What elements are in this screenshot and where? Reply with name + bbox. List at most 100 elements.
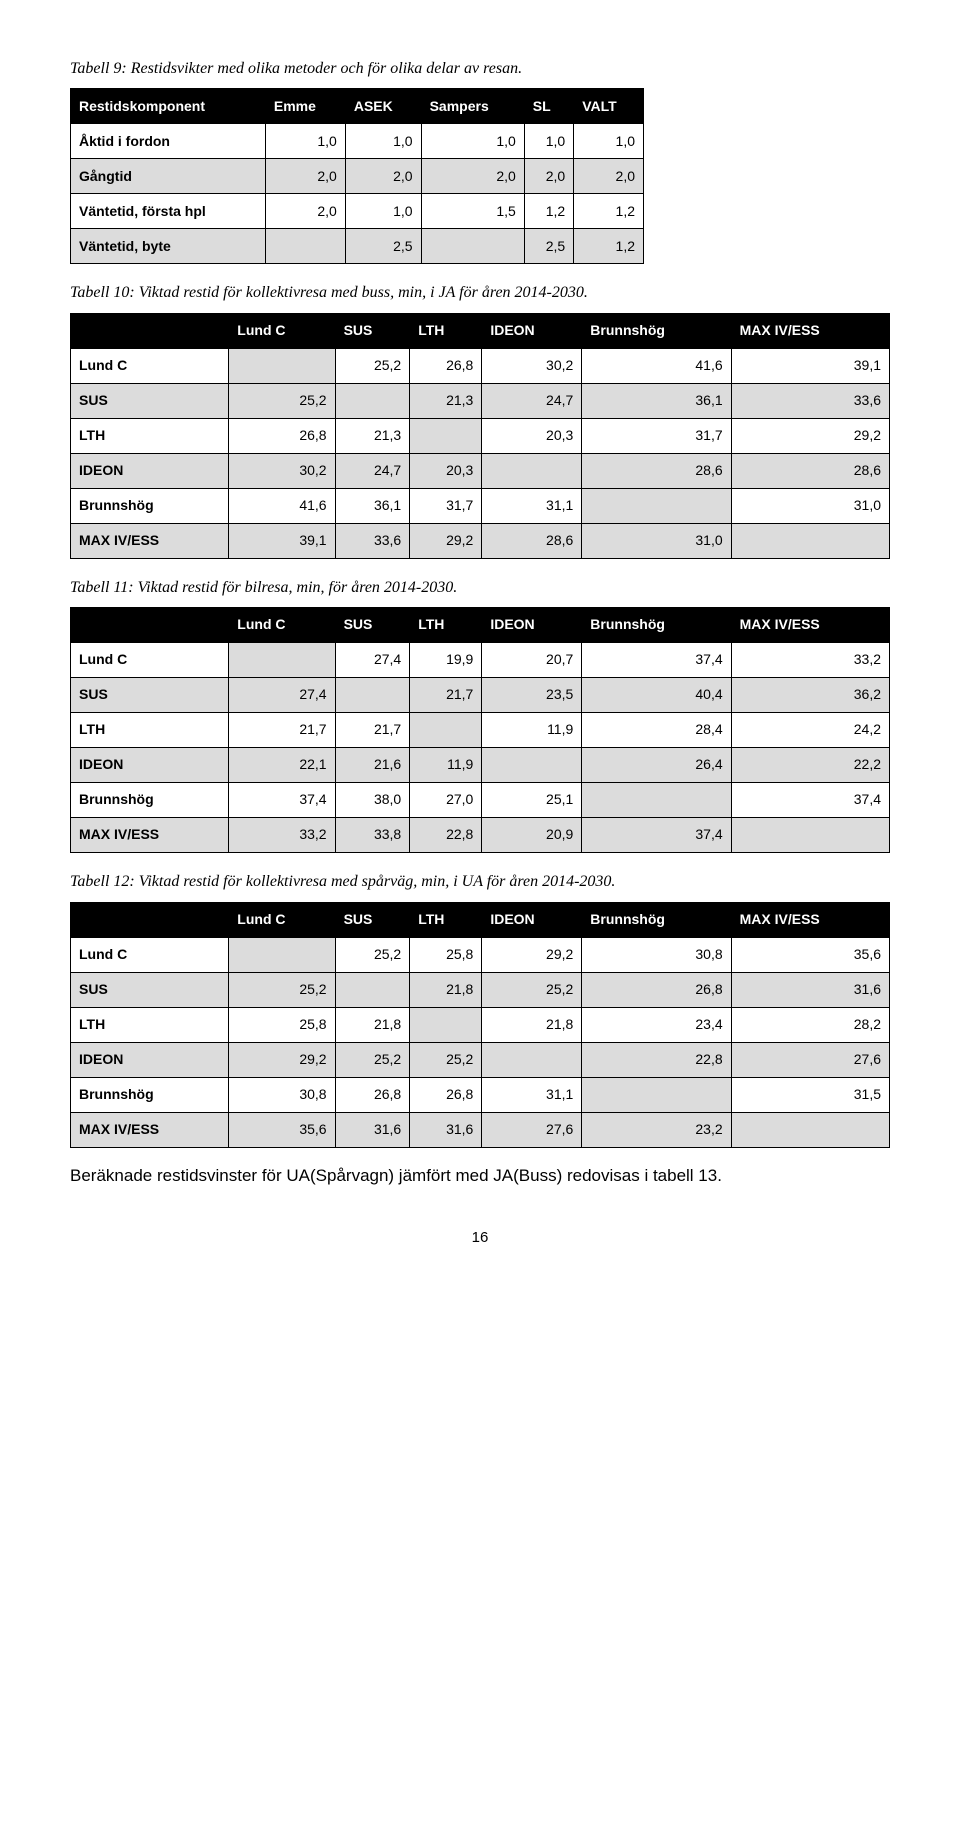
table-12-cell: 21,8 bbox=[482, 1007, 582, 1042]
table-11-rowlabel: IDEON bbox=[71, 748, 229, 783]
table-11-cell: 37,4 bbox=[731, 783, 889, 818]
table-11-cell: 28,4 bbox=[582, 713, 731, 748]
table-9-cell: 2,5 bbox=[524, 229, 573, 264]
table-10-row: Lund C25,226,830,241,639,1 bbox=[71, 348, 890, 383]
table-10-col-5: Brunnshög bbox=[582, 313, 731, 348]
table-10-caption: Tabell 10: Viktad restid för kollektivre… bbox=[70, 282, 890, 304]
table-11-row: SUS27,421,723,540,436,2 bbox=[71, 678, 890, 713]
table-11-cell: 37,4 bbox=[229, 783, 335, 818]
table-11-rowlabel: LTH bbox=[71, 713, 229, 748]
table-12-col-5: Brunnshög bbox=[582, 902, 731, 937]
table-10-row: MAX IV/ESS39,133,629,228,631,0 bbox=[71, 523, 890, 558]
table-12-cell: 25,8 bbox=[410, 937, 482, 972]
table-12-cell bbox=[731, 1112, 889, 1147]
table-11-cell: 33,2 bbox=[731, 643, 889, 678]
table-12-col-0 bbox=[71, 902, 229, 937]
table-9-col-1: Emme bbox=[265, 89, 345, 124]
table-9-cell bbox=[421, 229, 524, 264]
table-12-cell: 31,5 bbox=[731, 1077, 889, 1112]
table-10-cell: 39,1 bbox=[229, 523, 335, 558]
table-11-col-0 bbox=[71, 608, 229, 643]
table-10-cell: 21,3 bbox=[410, 383, 482, 418]
table-9-cell bbox=[265, 229, 345, 264]
table-10-cell: 29,2 bbox=[410, 523, 482, 558]
table-10-cell bbox=[731, 523, 889, 558]
table-11-cell: 38,0 bbox=[335, 783, 410, 818]
table-11-cell: 23,5 bbox=[482, 678, 582, 713]
table-11-row: MAX IV/ESS33,233,822,820,937,4 bbox=[71, 818, 890, 853]
table-9-rowlabel: Gångtid bbox=[71, 159, 266, 194]
table-10-rowlabel: MAX IV/ESS bbox=[71, 523, 229, 558]
table-10-col-4: IDEON bbox=[482, 313, 582, 348]
table-9-cell: 2,0 bbox=[524, 159, 573, 194]
table-9-row: Väntetid, första hpl2,01,01,51,21,2 bbox=[71, 194, 644, 229]
table-12-row: MAX IV/ESS35,631,631,627,623,2 bbox=[71, 1112, 890, 1147]
table-11-cell: 20,7 bbox=[482, 643, 582, 678]
table-9-cell: 1,0 bbox=[345, 194, 421, 229]
table-12-cell: 29,2 bbox=[482, 937, 582, 972]
table-10-cell: 36,1 bbox=[335, 488, 410, 523]
table-10-cell: 20,3 bbox=[482, 418, 582, 453]
table-12-col-4: IDEON bbox=[482, 902, 582, 937]
table-12-cell: 22,8 bbox=[582, 1042, 731, 1077]
table-11-col-3: LTH bbox=[410, 608, 482, 643]
table-9-col-4: SL bbox=[524, 89, 573, 124]
table-12-col-3: LTH bbox=[410, 902, 482, 937]
table-9-caption: Tabell 9: Restidsvikter med olika metode… bbox=[70, 58, 890, 80]
table-11-cell: 27,4 bbox=[335, 643, 410, 678]
table-10-cell: 26,8 bbox=[229, 418, 335, 453]
table-10-cell: 31,0 bbox=[731, 488, 889, 523]
table-11-cell: 20,9 bbox=[482, 818, 582, 853]
table-10-cell: 39,1 bbox=[731, 348, 889, 383]
table-11-col-5: Brunnshög bbox=[582, 608, 731, 643]
table-11-cell: 21,6 bbox=[335, 748, 410, 783]
table-12-cell: 30,8 bbox=[582, 937, 731, 972]
table-9-cell: 2,5 bbox=[345, 229, 421, 264]
table-10-cell: 41,6 bbox=[229, 488, 335, 523]
table-11-cell: 11,9 bbox=[410, 748, 482, 783]
table-12: Lund CSUSLTHIDEONBrunnshögMAX IV/ESS Lun… bbox=[70, 902, 890, 1148]
table-10-cell: 26,8 bbox=[410, 348, 482, 383]
table-11-cell: 26,4 bbox=[582, 748, 731, 783]
table-10-cell: 28,6 bbox=[731, 453, 889, 488]
table-11-cell: 22,2 bbox=[731, 748, 889, 783]
table-9-col-5: VALT bbox=[574, 89, 644, 124]
table-10-cell: 30,2 bbox=[229, 453, 335, 488]
table-9-cell: 2,0 bbox=[345, 159, 421, 194]
table-11-header: Lund CSUSLTHIDEONBrunnshögMAX IV/ESS bbox=[71, 608, 890, 643]
table-10-col-3: LTH bbox=[410, 313, 482, 348]
table-10-col-0 bbox=[71, 313, 229, 348]
table-12-cell bbox=[482, 1042, 582, 1077]
table-12-cell: 26,8 bbox=[335, 1077, 410, 1112]
table-9-cell: 1,0 bbox=[524, 124, 573, 159]
table-10-row: SUS25,221,324,736,133,6 bbox=[71, 383, 890, 418]
table-12-cell: 35,6 bbox=[731, 937, 889, 972]
table-10-cell bbox=[229, 348, 335, 383]
table-9-cell: 1,2 bbox=[524, 194, 573, 229]
table-12-rowlabel: MAX IV/ESS bbox=[71, 1112, 229, 1147]
table-10-rowlabel: Lund C bbox=[71, 348, 229, 383]
table-12-cell: 27,6 bbox=[482, 1112, 582, 1147]
table-10-cell: 36,1 bbox=[582, 383, 731, 418]
table-10-cell: 31,1 bbox=[482, 488, 582, 523]
table-12-row: SUS25,221,825,226,831,6 bbox=[71, 972, 890, 1007]
table-12-rowlabel: LTH bbox=[71, 1007, 229, 1042]
table-11-cell: 21,7 bbox=[410, 678, 482, 713]
table-12-cell: 25,2 bbox=[335, 937, 410, 972]
table-10-rowlabel: IDEON bbox=[71, 453, 229, 488]
table-9-cell: 1,0 bbox=[574, 124, 644, 159]
table-9-row: Väntetid, byte2,52,51,2 bbox=[71, 229, 644, 264]
table-9-cell: 1,0 bbox=[345, 124, 421, 159]
table-12-rowlabel: IDEON bbox=[71, 1042, 229, 1077]
table-12-cell: 23,4 bbox=[582, 1007, 731, 1042]
table-11-cell: 22,1 bbox=[229, 748, 335, 783]
table-11-cell: 33,2 bbox=[229, 818, 335, 853]
table-12-cell: 21,8 bbox=[335, 1007, 410, 1042]
table-11-cell bbox=[410, 713, 482, 748]
table-11-cell: 19,9 bbox=[410, 643, 482, 678]
table-9: RestidskomponentEmmeASEKSampersSLVALT Åk… bbox=[70, 88, 644, 264]
table-11-cell: 22,8 bbox=[410, 818, 482, 853]
table-12-row: Lund C25,225,829,230,835,6 bbox=[71, 937, 890, 972]
table-10-col-1: Lund C bbox=[229, 313, 335, 348]
table-10-cell bbox=[482, 453, 582, 488]
